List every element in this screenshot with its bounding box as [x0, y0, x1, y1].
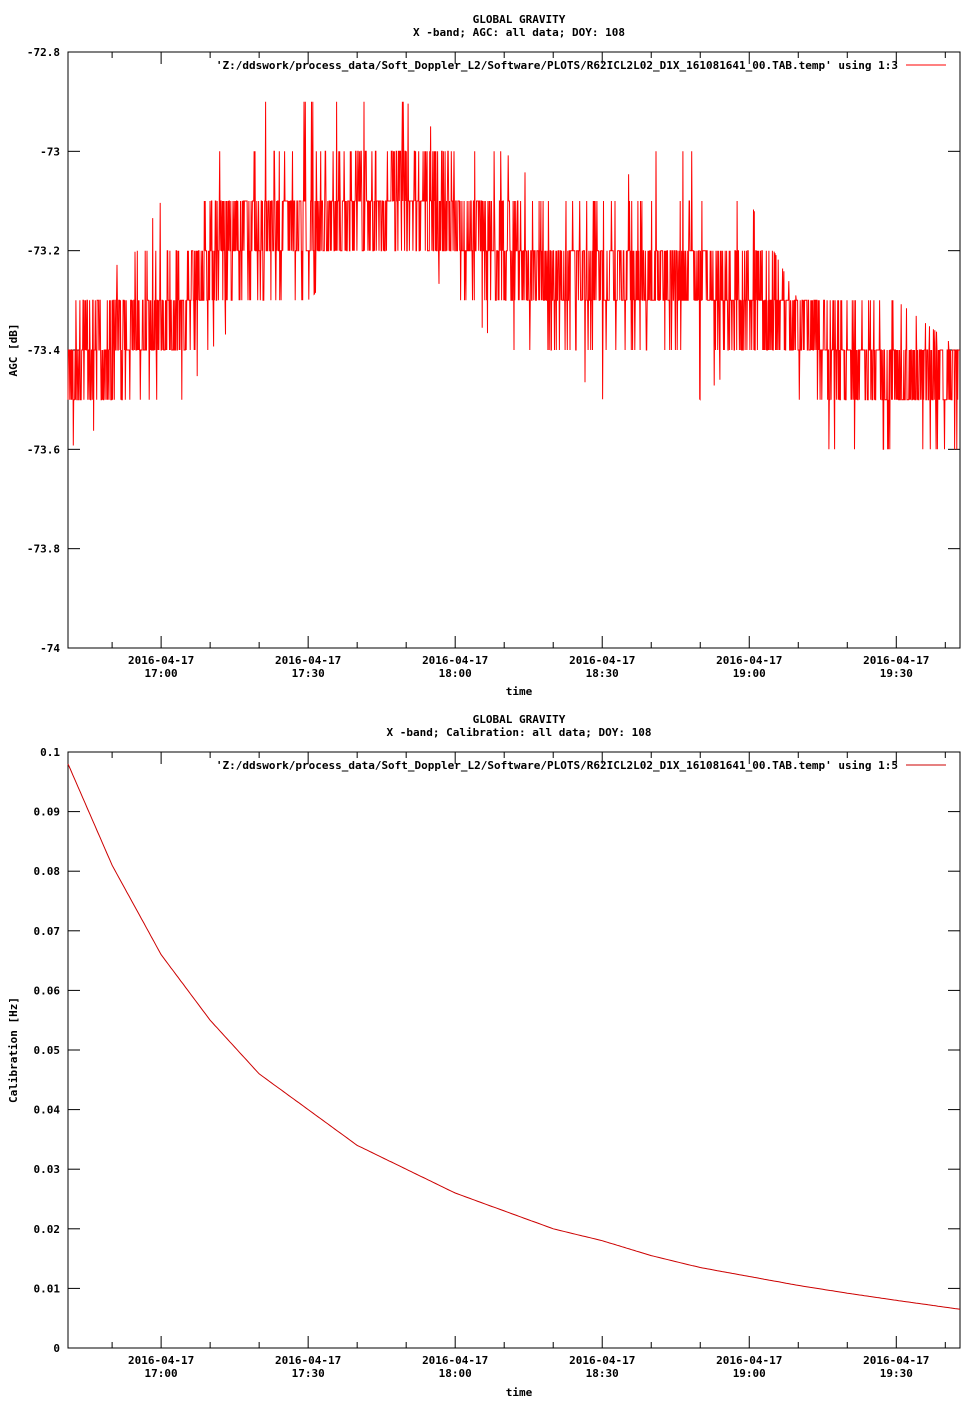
- y-tick-label: 0.01: [34, 1282, 61, 1295]
- x-tick-date-label: 2016-04-17: [569, 1354, 635, 1367]
- y-tick-label: 0.09: [34, 806, 61, 819]
- x-tick-time-label: 17:00: [145, 667, 178, 680]
- x-tick-date-label: 2016-04-17: [275, 1354, 341, 1367]
- x-tick-date-label: 2016-04-17: [716, 1354, 782, 1367]
- y-tick-label: 0.08: [34, 865, 61, 878]
- plot-frame: [67, 751, 961, 1349]
- y-tick-label: 0.1: [40, 746, 60, 759]
- y-tick-label: -72.8: [27, 46, 60, 59]
- chart-subtitle: X -band; AGC: all data; DOY: 108: [413, 26, 625, 39]
- x-tick-time-label: 19:00: [733, 667, 766, 680]
- y-tick-label: 0.03: [34, 1163, 61, 1176]
- x-tick-date-label: 2016-04-17: [716, 654, 782, 667]
- y-axis-label: Calibration [Hz]: [7, 997, 20, 1103]
- agc-series-line: [67, 101, 960, 450]
- y-tick-label: 0.04: [34, 1104, 61, 1117]
- x-tick-time-label: 17:30: [292, 1367, 325, 1380]
- x-tick-time-label: 18:30: [586, 667, 619, 680]
- y-tick-label: -73.4: [27, 344, 60, 357]
- y-tick-label: 0.02: [34, 1223, 61, 1236]
- y-tick-label: 0: [53, 1342, 60, 1355]
- y-tick-label: 0.06: [34, 984, 61, 997]
- x-tick-date-label: 2016-04-17: [128, 654, 194, 667]
- y-tick-label: 0.07: [34, 925, 61, 938]
- y-tick-label: -73.6: [27, 443, 60, 456]
- x-tick-time-label: 18:00: [439, 1367, 472, 1380]
- x-tick-date-label: 2016-04-17: [863, 1354, 929, 1367]
- x-axis-label: time: [506, 1386, 533, 1399]
- y-tick-label: -73: [40, 145, 60, 158]
- chart-title: GLOBAL GRAVITY: [473, 713, 566, 726]
- legend-label: 'Z:/ddswork/process_data/Soft_Doppler_L2…: [216, 759, 898, 772]
- x-tick-time-label: 19:30: [880, 667, 913, 680]
- x-tick-time-label: 18:00: [439, 667, 472, 680]
- y-tick-label: -73.8: [27, 543, 60, 556]
- legend-label: 'Z:/ddswork/process_data/Soft_Doppler_L2…: [216, 59, 898, 72]
- x-tick-time-label: 19:30: [880, 1367, 913, 1380]
- x-tick-date-label: 2016-04-17: [422, 654, 488, 667]
- x-tick-date-label: 2016-04-17: [569, 654, 635, 667]
- chart-subtitle: X -band; Calibration: all data; DOY: 108: [387, 726, 652, 739]
- x-tick-date-label: 2016-04-17: [275, 654, 341, 667]
- x-tick-date-label: 2016-04-17: [863, 654, 929, 667]
- x-tick-date-label: 2016-04-17: [422, 1354, 488, 1367]
- x-tick-date-label: 2016-04-17: [128, 1354, 194, 1367]
- x-tick-time-label: 19:00: [733, 1367, 766, 1380]
- y-tick-label: -73.2: [27, 245, 60, 258]
- y-axis-label: AGC [dB]: [7, 324, 20, 377]
- calibration-series-line: [67, 763, 961, 1310]
- x-axis-label: time: [506, 685, 533, 698]
- x-tick-time-label: 17:30: [292, 667, 325, 680]
- y-tick-label: 0.05: [34, 1044, 61, 1057]
- x-tick-time-label: 17:00: [145, 1367, 178, 1380]
- x-tick-time-label: 18:30: [586, 1367, 619, 1380]
- y-tick-label: -74: [40, 642, 60, 655]
- chart-title: GLOBAL GRAVITY: [473, 13, 566, 26]
